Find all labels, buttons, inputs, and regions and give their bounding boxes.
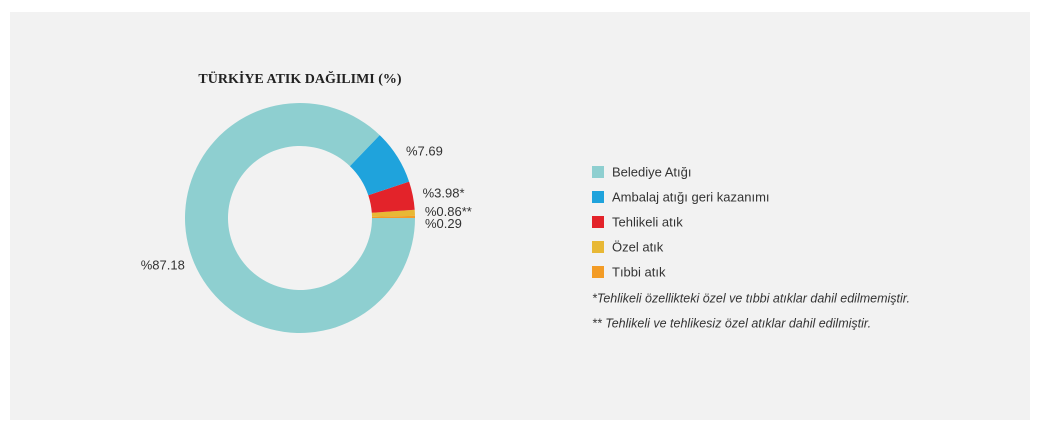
legend-label: Tehlikeli atık	[612, 214, 683, 229]
legend-swatch	[592, 266, 604, 278]
legend-label: Ambalaj atığı geri kazanımı	[612, 189, 770, 204]
chart-title: TÜRKİYE ATIK DAĞILIMI (%)	[198, 70, 401, 87]
value-label: %0.29	[425, 216, 462, 231]
legend-swatch	[592, 166, 604, 178]
donut-slice	[184, 103, 415, 334]
donut-slice	[371, 209, 415, 217]
legend-label: Belediye Atığı	[612, 164, 692, 179]
value-label: %0.86**	[425, 204, 472, 219]
legend-swatch	[592, 241, 604, 253]
legend-swatch	[592, 216, 604, 228]
donut-slice	[349, 135, 410, 196]
footnote: *Tehlikeli özellikteki özel ve tıbbi atı…	[592, 291, 910, 305]
panel	[10, 12, 1030, 420]
value-label: %7.69	[406, 144, 443, 159]
footnote: ** Tehlikeli ve tehlikesiz özel atıklar …	[592, 316, 871, 330]
donut-slice	[368, 181, 415, 213]
value-label: %87.18	[141, 258, 185, 273]
legend-swatch	[592, 191, 604, 203]
legend-label: Tıbbi atık	[612, 264, 666, 279]
value-label: %3.98*	[423, 185, 465, 200]
legend-label: Özel atık	[612, 239, 664, 254]
donut-slice	[371, 215, 415, 218]
